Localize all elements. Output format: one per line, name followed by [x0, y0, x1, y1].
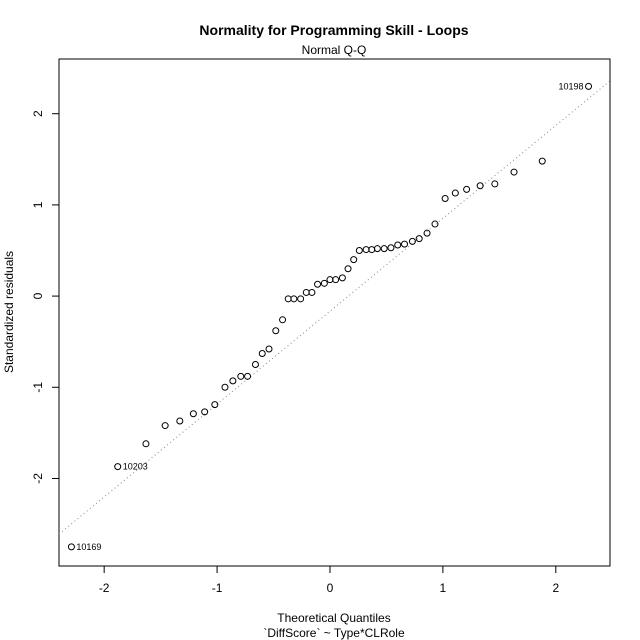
point-labels: 10198 10203 10169: [76, 81, 583, 551]
point-id-label: 10169: [76, 542, 101, 552]
data-point: [142, 440, 150, 448]
data-point: [338, 274, 346, 282]
data-point: [463, 185, 471, 193]
y-tick-label: 0: [31, 292, 45, 299]
data-point: [538, 157, 546, 165]
data-point: [229, 377, 237, 385]
point-id-label: 10198: [559, 81, 584, 91]
data-point: [326, 276, 334, 284]
x-tick-label: 2: [552, 581, 559, 595]
x-axis-label: Theoretical Quantiles: [277, 611, 390, 625]
data-point: [211, 401, 219, 409]
data-point: [297, 295, 305, 303]
data-point: [441, 195, 449, 203]
data-point: [176, 417, 184, 425]
x-axis: -2 -1 0 1 2: [99, 566, 559, 595]
data-point: [476, 182, 484, 190]
data-point: [244, 372, 252, 380]
data-point: [161, 422, 169, 430]
data-point: [408, 237, 416, 245]
data-point: [451, 189, 459, 197]
data-point: [332, 276, 340, 284]
point-id-label: 10203: [123, 462, 148, 472]
data-point: [284, 295, 292, 303]
data-point: [314, 280, 322, 288]
x-tick-label: 1: [440, 581, 447, 595]
data-point: [350, 256, 358, 264]
reference-line-group: [58, 80, 611, 535]
qq-reference-line: [58, 80, 611, 535]
data-point: [302, 288, 310, 296]
data-point: [279, 316, 287, 324]
data-point: [387, 244, 395, 252]
y-axis-label: Standardized residuals: [2, 251, 16, 373]
data-point: [290, 295, 298, 303]
data-point: [189, 410, 197, 418]
x-tick-label: -2: [99, 581, 110, 595]
data-point: [308, 288, 316, 296]
y-tick-label: -1: [31, 382, 45, 393]
data-point: [431, 220, 439, 228]
data-point: [380, 245, 388, 253]
data-point: [237, 372, 245, 380]
y-tick-label: -2: [31, 473, 45, 484]
data-point: [114, 463, 122, 471]
data-point: [320, 279, 328, 287]
x-axis-formula-label: `DiffScore` ~ Type*CLRole: [263, 626, 405, 640]
data-point: [251, 360, 259, 368]
data-points: [67, 82, 593, 551]
data-point: [585, 82, 593, 90]
y-tick-label: 1: [31, 201, 45, 208]
plot-frame: [58, 58, 611, 567]
y-axis: -2 -1 0 1 2: [31, 110, 59, 484]
data-point: [344, 265, 352, 273]
data-point: [265, 345, 273, 353]
data-point: [423, 229, 431, 237]
data-point: [362, 246, 370, 254]
data-point: [368, 246, 376, 254]
data-point: [415, 235, 423, 243]
data-point: [355, 246, 363, 254]
data-point: [67, 543, 75, 551]
data-point: [373, 245, 381, 253]
data-point: [201, 408, 209, 416]
data-point: [221, 383, 229, 391]
x-tick-label: 0: [327, 581, 334, 595]
data-point: [510, 168, 518, 176]
data-point: [258, 350, 266, 358]
data-point: [394, 241, 402, 249]
chart-subtitle: Normal Q-Q: [302, 43, 367, 57]
x-tick-label: -1: [212, 581, 223, 595]
chart-title: Normality for Programming Skill - Loops: [199, 22, 468, 38]
data-point: [272, 327, 280, 335]
data-point: [491, 180, 499, 188]
y-tick-label: 2: [31, 110, 45, 117]
data-point: [401, 240, 409, 248]
